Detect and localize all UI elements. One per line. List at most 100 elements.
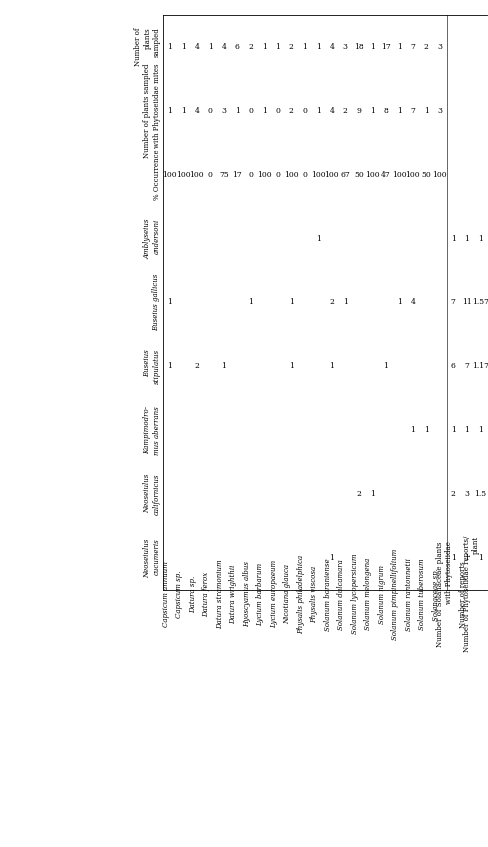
Text: Solanum pimpinellifolium: Solanum pimpinellifolium xyxy=(391,549,399,639)
Text: 100: 100 xyxy=(257,171,271,179)
Text: 1: 1 xyxy=(410,426,415,435)
Text: Hyoscyamus albus: Hyoscyamus albus xyxy=(243,562,251,628)
Text: 2: 2 xyxy=(194,363,199,370)
Text: 100: 100 xyxy=(284,171,299,179)
Text: 17: 17 xyxy=(381,43,390,51)
Text: 2: 2 xyxy=(289,107,294,115)
Text: Kampimodro-
mus aberrans: Kampimodro- mus aberrans xyxy=(143,406,161,455)
Text: 2: 2 xyxy=(289,43,294,51)
Text: 1: 1 xyxy=(167,363,172,370)
Text: 1: 1 xyxy=(424,107,428,115)
Text: 2: 2 xyxy=(343,107,348,115)
Text: Solanum melongena: Solanum melongena xyxy=(364,558,372,630)
Text: 1: 1 xyxy=(465,554,469,562)
Text: 6: 6 xyxy=(235,43,240,51)
Text: 1: 1 xyxy=(235,107,240,115)
Text: 7: 7 xyxy=(465,363,469,370)
Text: 100: 100 xyxy=(432,171,447,179)
Text: 47: 47 xyxy=(381,171,390,179)
Text: 7: 7 xyxy=(410,107,415,115)
Text: Physalis philadelphica: Physalis philadelphica xyxy=(297,555,305,634)
Text: 1: 1 xyxy=(262,107,267,115)
Text: 1: 1 xyxy=(451,554,456,562)
Text: Datura wrighthii: Datura wrighthii xyxy=(229,565,237,624)
Text: Solanaceae sp.: Solanaceae sp. xyxy=(432,567,440,621)
Text: 4: 4 xyxy=(194,43,199,51)
Text: 7: 7 xyxy=(410,43,415,51)
Text: 50: 50 xyxy=(422,171,431,179)
Text: 1: 1 xyxy=(343,298,348,307)
Text: 1: 1 xyxy=(370,107,375,115)
Text: Lycium barbarum: Lycium barbarum xyxy=(256,562,264,626)
Text: 1: 1 xyxy=(370,43,375,51)
Text: Capsicum annuum: Capsicum annuum xyxy=(162,562,170,627)
Text: Capsicum sp.: Capsicum sp. xyxy=(175,571,183,618)
Text: 1: 1 xyxy=(465,426,469,435)
Text: 1: 1 xyxy=(289,298,294,307)
Text: 100: 100 xyxy=(176,171,190,179)
Text: 0: 0 xyxy=(248,107,253,115)
Text: 1: 1 xyxy=(275,43,280,51)
Text: 0: 0 xyxy=(275,107,280,115)
Text: 4: 4 xyxy=(194,107,199,115)
Text: 1: 1 xyxy=(397,298,402,307)
Text: 1.57: 1.57 xyxy=(472,298,488,307)
Text: Euseius gallicus: Euseius gallicus xyxy=(153,274,161,331)
Text: 3: 3 xyxy=(464,490,469,498)
Text: 2: 2 xyxy=(356,490,361,498)
Text: 1: 1 xyxy=(478,554,483,562)
Text: 75: 75 xyxy=(219,171,229,179)
Text: 1: 1 xyxy=(397,107,402,115)
Text: 1: 1 xyxy=(316,43,321,51)
Text: Physalis viscosa: Physalis viscosa xyxy=(310,566,318,623)
Text: 4: 4 xyxy=(329,107,334,115)
Text: 1: 1 xyxy=(329,554,334,562)
Text: Datura ferox: Datura ferox xyxy=(202,572,210,617)
Text: Solanum tuberosum: Solanum tuberosum xyxy=(418,558,427,630)
Text: 4: 4 xyxy=(222,43,226,51)
Text: 1: 1 xyxy=(397,43,402,51)
Text: 0: 0 xyxy=(248,171,253,179)
Text: 50: 50 xyxy=(354,171,364,179)
Text: 1: 1 xyxy=(167,107,172,115)
Text: Euseius
stipulatus: Euseius stipulatus xyxy=(143,349,161,384)
Text: Nicotiana glauca: Nicotiana glauca xyxy=(283,564,291,624)
Text: Datura stramonium: Datura stramonium xyxy=(216,559,224,629)
Text: 1: 1 xyxy=(289,363,294,370)
Text: Number of plants sampled
with Phytoseiidae mites: Number of plants sampled with Phytoseiid… xyxy=(143,64,161,158)
Text: 0: 0 xyxy=(303,171,307,179)
Text: 18: 18 xyxy=(354,43,364,51)
Text: 1.5: 1.5 xyxy=(474,490,487,498)
Text: 0: 0 xyxy=(275,171,280,179)
Text: 1.17: 1.17 xyxy=(472,363,488,370)
Text: 100: 100 xyxy=(365,171,380,179)
Text: 100: 100 xyxy=(325,171,339,179)
Text: 1: 1 xyxy=(181,43,186,51)
Text: 17: 17 xyxy=(232,171,242,179)
Text: Number of
plants
sampled: Number of plants sampled xyxy=(134,28,161,66)
Text: 1: 1 xyxy=(248,298,253,307)
Text: 1: 1 xyxy=(465,235,469,242)
Text: Number of Phytoseiidae reports/
plant: Number of Phytoseiidae reports/ plant xyxy=(463,536,480,652)
Text: 1: 1 xyxy=(316,235,321,242)
Text: % Occurrence: % Occurrence xyxy=(153,149,161,200)
Text: 9: 9 xyxy=(356,107,361,115)
Text: 3: 3 xyxy=(437,43,442,51)
Text: 100: 100 xyxy=(406,171,420,179)
Text: 2: 2 xyxy=(329,298,334,307)
Text: 0: 0 xyxy=(208,171,213,179)
Text: Datura sp.: Datura sp. xyxy=(189,576,197,613)
Text: 100: 100 xyxy=(311,171,325,179)
Text: 3: 3 xyxy=(437,107,442,115)
Text: Neoseiulus
californicus: Neoseiulus californicus xyxy=(143,473,161,515)
Text: 1: 1 xyxy=(424,426,428,435)
Text: 4: 4 xyxy=(410,298,415,307)
Text: Amblyseius
andersoni: Amblyseius andersoni xyxy=(143,219,161,259)
Text: 1: 1 xyxy=(167,43,172,51)
Text: 2: 2 xyxy=(424,43,428,51)
Text: 1: 1 xyxy=(262,43,267,51)
Text: 1: 1 xyxy=(451,235,456,242)
Text: Number of Solanaceae plants
with Phytoseiidae: Number of Solanaceae plants with Phytose… xyxy=(436,541,453,647)
Text: 67: 67 xyxy=(341,171,350,179)
Text: 1: 1 xyxy=(478,235,483,242)
